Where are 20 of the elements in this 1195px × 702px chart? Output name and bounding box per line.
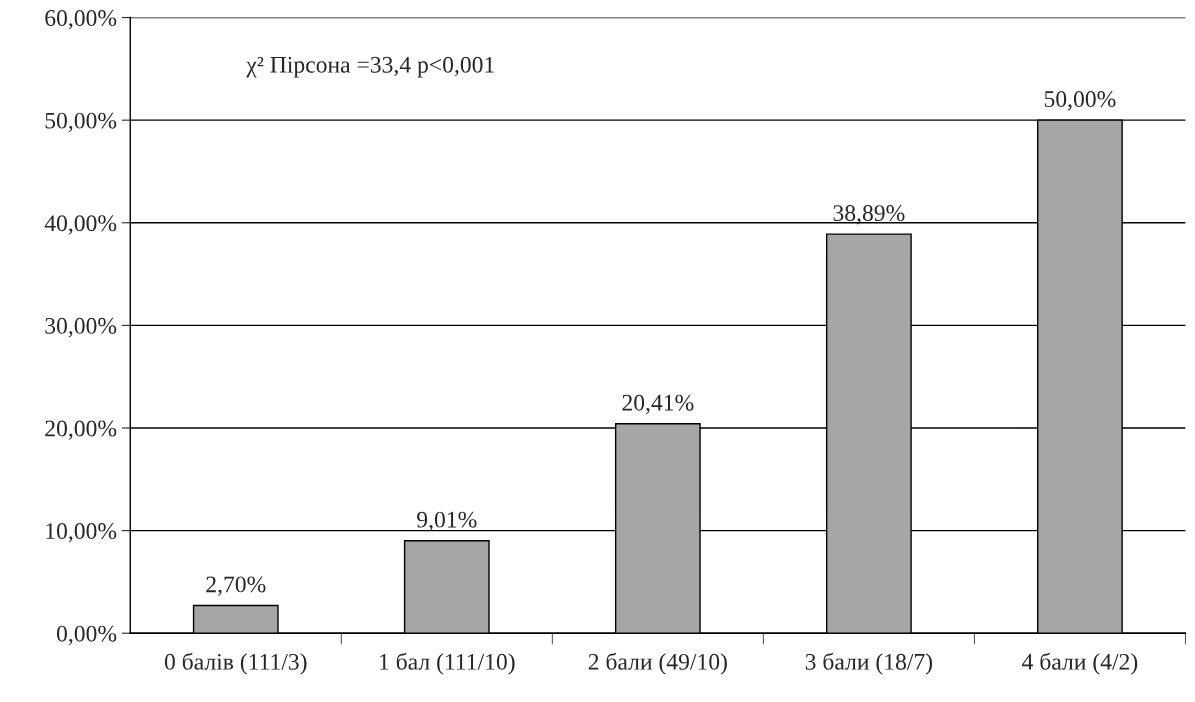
- y-tick-label: 10,00%: [46, 523, 117, 543]
- data-label: 9,01%: [417, 511, 477, 532]
- data-label: 20,41%: [622, 394, 694, 415]
- bar: [403, 540, 490, 634]
- data-label: 2,70%: [206, 576, 266, 596]
- annotation: χ² Пірсона =33,4 p<0,001: [246, 56, 494, 78]
- x-tick-label: 3 бали (18/7): [805, 652, 933, 675]
- y-tick-label: 50,00%: [45, 112, 117, 132]
- x-tick-label: 1 бал (111/10): [380, 652, 515, 675]
- y-tick-label: 30,00%: [45, 317, 117, 338]
- bar: [192, 604, 279, 634]
- data-label: 50,00%: [1044, 91, 1116, 111]
- x-tick-label: 0 балів (111/3): [164, 652, 307, 675]
- data-label: 38,89%: [833, 205, 905, 225]
- x-tick-label: 4 бали (4/2): [1022, 652, 1138, 675]
- y-tick-label: 40,00%: [44, 215, 117, 235]
- y-tick-label: 20,00%: [45, 420, 117, 440]
- y-tick-label: 60,00%: [45, 10, 117, 30]
- x-tick-label: 2 бали (49/10): [588, 652, 727, 675]
- y-tick-label: 0,00%: [56, 625, 117, 646]
